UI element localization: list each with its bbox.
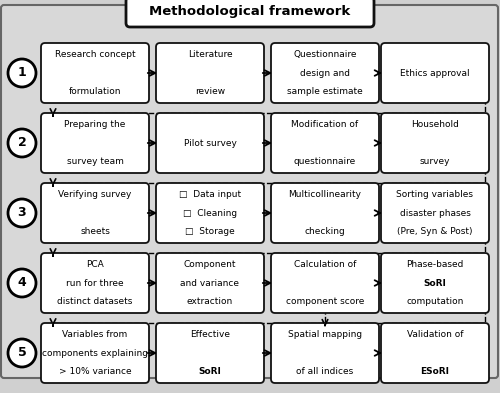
Text: of all indices: of all indices	[296, 367, 354, 376]
Text: Multicollinearity: Multicollinearity	[288, 190, 362, 199]
FancyBboxPatch shape	[381, 183, 489, 243]
FancyBboxPatch shape	[381, 253, 489, 313]
Circle shape	[8, 59, 36, 87]
Text: Research concept: Research concept	[54, 50, 136, 59]
Text: Calculation of: Calculation of	[294, 260, 356, 269]
Text: 4: 4	[18, 277, 26, 290]
Text: □  Data input: □ Data input	[179, 190, 241, 199]
Text: PCA: PCA	[86, 260, 104, 269]
Text: 2: 2	[18, 136, 26, 149]
Circle shape	[8, 269, 36, 297]
Text: > 10% variance: > 10% variance	[58, 367, 132, 376]
Text: survey team: survey team	[66, 157, 124, 166]
Text: SoRI: SoRI	[198, 367, 222, 376]
Text: extraction: extraction	[187, 297, 233, 306]
Text: Preparing the: Preparing the	[64, 120, 126, 129]
Text: design and: design and	[300, 68, 350, 77]
Text: Effective: Effective	[190, 330, 230, 339]
Text: component score: component score	[286, 297, 364, 306]
Text: checking: checking	[304, 227, 346, 236]
Text: (Pre, Syn & Post): (Pre, Syn & Post)	[397, 227, 473, 236]
Text: run for three: run for three	[66, 279, 124, 288]
Text: Modification of: Modification of	[292, 120, 358, 129]
Text: review: review	[195, 87, 225, 96]
Text: Ethics approval: Ethics approval	[400, 68, 470, 77]
FancyBboxPatch shape	[156, 183, 264, 243]
FancyBboxPatch shape	[41, 323, 149, 383]
Text: SoRI: SoRI	[424, 279, 446, 288]
Text: Spatial mapping: Spatial mapping	[288, 330, 362, 339]
Text: □  Cleaning: □ Cleaning	[183, 209, 237, 217]
Text: 3: 3	[18, 206, 26, 220]
FancyBboxPatch shape	[271, 113, 379, 173]
Text: survey: survey	[420, 157, 450, 166]
Text: Sorting variables: Sorting variables	[396, 190, 473, 199]
FancyBboxPatch shape	[156, 43, 264, 103]
Text: Pilot survey: Pilot survey	[184, 138, 236, 147]
Text: 5: 5	[18, 347, 26, 360]
Circle shape	[8, 129, 36, 157]
Text: 1: 1	[18, 66, 26, 79]
FancyBboxPatch shape	[41, 183, 149, 243]
Text: Component: Component	[184, 260, 236, 269]
Circle shape	[8, 199, 36, 227]
FancyBboxPatch shape	[126, 0, 374, 27]
Text: Validation of: Validation of	[407, 330, 463, 339]
Text: Methodological framework: Methodological framework	[150, 6, 350, 18]
Text: components explaining: components explaining	[42, 349, 148, 358]
Text: questionnaire: questionnaire	[294, 157, 356, 166]
FancyBboxPatch shape	[271, 253, 379, 313]
FancyBboxPatch shape	[271, 323, 379, 383]
Text: and variance: and variance	[180, 279, 240, 288]
Text: Variables from: Variables from	[62, 330, 128, 339]
FancyBboxPatch shape	[1, 5, 498, 378]
Text: formulation: formulation	[69, 87, 121, 96]
Text: Household: Household	[411, 120, 459, 129]
Text: sample estimate: sample estimate	[287, 87, 363, 96]
FancyBboxPatch shape	[156, 323, 264, 383]
FancyBboxPatch shape	[381, 113, 489, 173]
Text: disaster phases: disaster phases	[400, 209, 470, 217]
FancyBboxPatch shape	[41, 253, 149, 313]
Text: Questionnaire: Questionnaire	[293, 50, 357, 59]
Text: Phase-based: Phase-based	[406, 260, 464, 269]
Text: sheets: sheets	[80, 227, 110, 236]
Circle shape	[8, 339, 36, 367]
Text: computation: computation	[406, 297, 464, 306]
FancyBboxPatch shape	[41, 113, 149, 173]
Text: Verifying survey: Verifying survey	[58, 190, 132, 199]
FancyBboxPatch shape	[156, 113, 264, 173]
FancyBboxPatch shape	[156, 253, 264, 313]
FancyBboxPatch shape	[381, 43, 489, 103]
FancyBboxPatch shape	[381, 323, 489, 383]
FancyBboxPatch shape	[271, 183, 379, 243]
Text: ESoRI: ESoRI	[420, 367, 450, 376]
FancyBboxPatch shape	[271, 43, 379, 103]
FancyBboxPatch shape	[41, 43, 149, 103]
Text: distinct datasets: distinct datasets	[58, 297, 132, 306]
Text: □  Storage: □ Storage	[185, 227, 235, 236]
Text: Literature: Literature	[188, 50, 232, 59]
